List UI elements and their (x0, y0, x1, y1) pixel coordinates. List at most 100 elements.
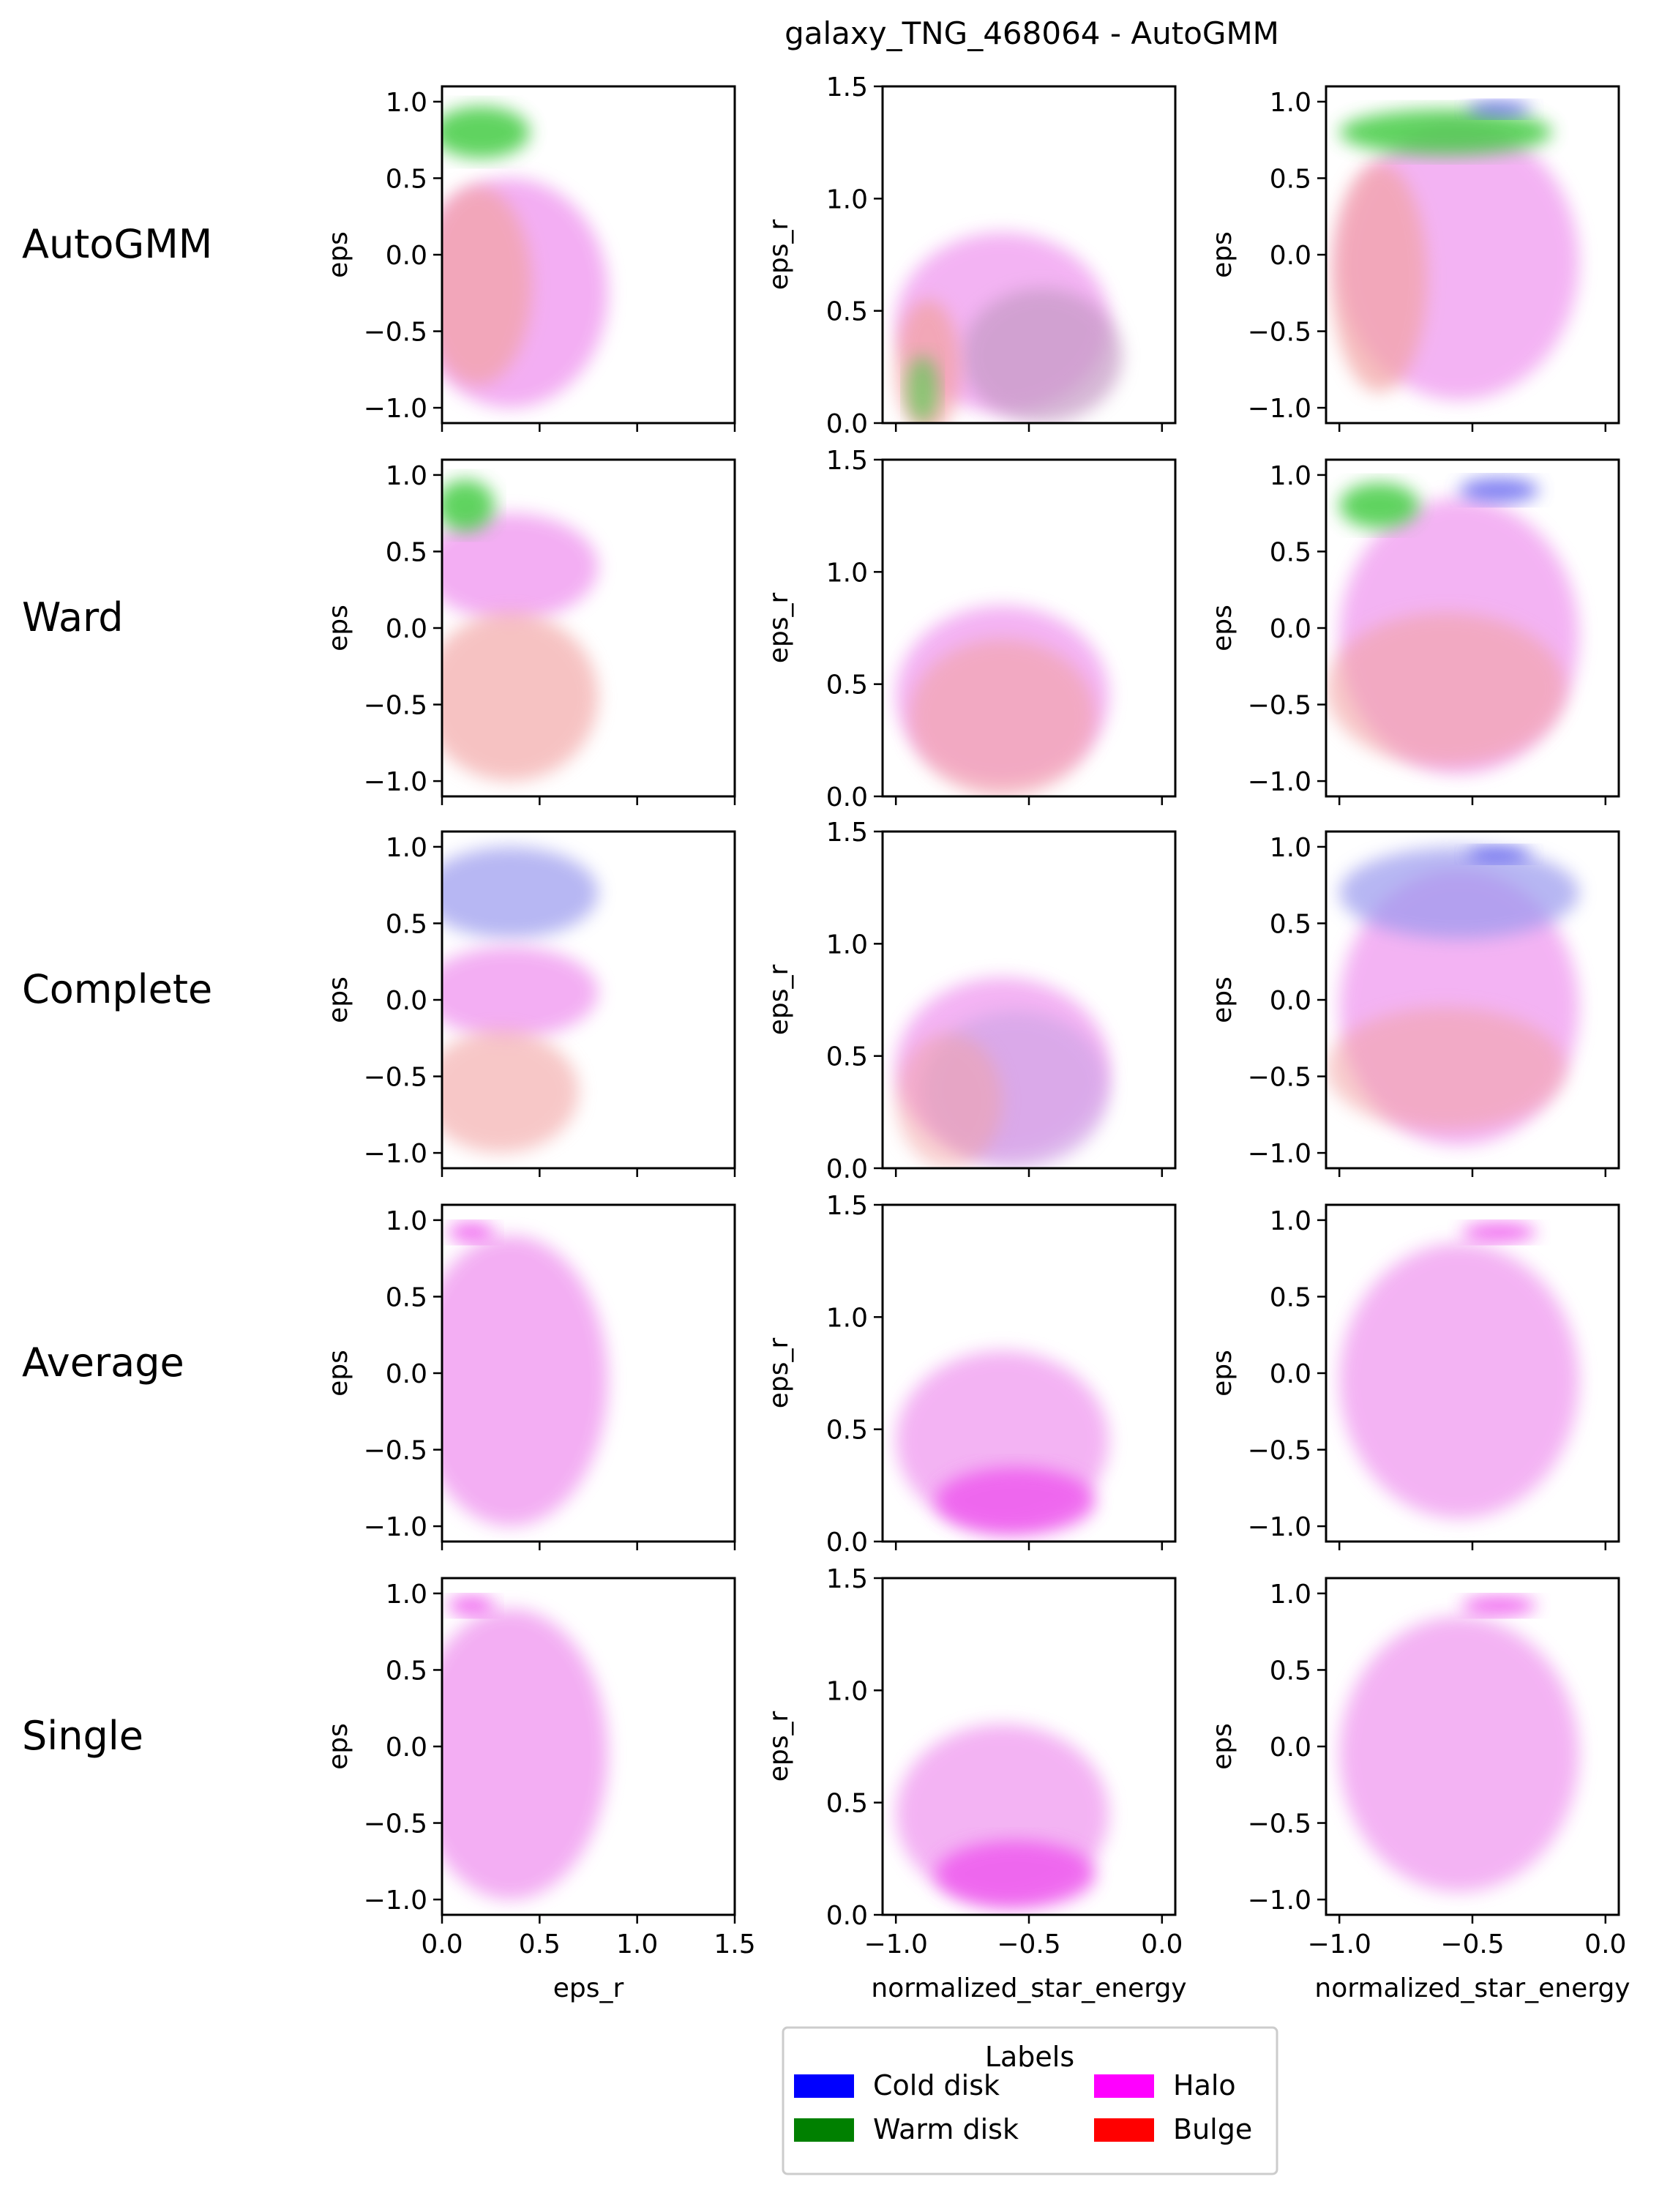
region-bulge (1326, 613, 1566, 766)
y-axis-label: eps_r (764, 220, 794, 291)
y-axis-label: eps_r (764, 1338, 794, 1409)
legend-label-cold-disk: Cold disk (873, 2069, 1000, 2101)
y-tick-label: 0.0 (826, 1901, 868, 1931)
x-tick-label: 0.5 (519, 1929, 561, 1959)
region-halo-core (1461, 1596, 1537, 1615)
y-axis-label: eps (323, 1723, 353, 1770)
y-tick-label: −0.5 (1248, 1063, 1311, 1093)
y-tick-label: −0.5 (1248, 1436, 1311, 1466)
y-tick-label: 0.5 (826, 297, 868, 327)
y-tick-label: 0.5 (386, 909, 427, 939)
y-tick-label: 0.5 (386, 1282, 427, 1312)
legend: Labels Cold disk Warm disk Halo Bulge (782, 2026, 1278, 2175)
y-tick-label: −0.5 (364, 1436, 427, 1466)
legend-entries: Cold disk Warm disk Halo Bulge (794, 2069, 1252, 2145)
y-tick-label: 1.0 (386, 88, 427, 118)
region-halo-core (448, 1596, 495, 1615)
y-axis-label: eps (1207, 976, 1237, 1023)
y-tick-label: −1.0 (1248, 1886, 1311, 1916)
y-tick-label: 0.5 (1270, 1656, 1311, 1686)
y-tick-label: 0.5 (386, 1656, 427, 1686)
density-layer (1326, 478, 1579, 774)
legend-swatch-warm-disk (794, 2118, 854, 2142)
region-warm-disk (442, 106, 530, 159)
y-tick-label: 0.0 (826, 1528, 868, 1558)
panel-r3-c2: 0.0 0.5 1.0 1.5 eps_r (764, 818, 1177, 1184)
region-halo (442, 1608, 608, 1900)
legend-swatch-bulge (1094, 2118, 1154, 2142)
y-tick-label: 1.0 (826, 1303, 868, 1333)
y-tick-label: 1.0 (1270, 461, 1311, 491)
y-tick-label: 1.0 (826, 930, 868, 960)
y-tick-label: 1.0 (1270, 88, 1311, 118)
y-axis-label: eps (1207, 1723, 1237, 1770)
y-tick-label: −1.0 (364, 394, 427, 424)
region-warm-disk (1339, 109, 1553, 156)
panel-r5-c3: −1.0 −0.5 0.0 0.5 1.0 −1.0 −0.5 0.0 eps normalize… (1207, 1577, 1630, 2003)
region-warm-disk (1339, 482, 1420, 529)
y-tick-label: 0.0 (386, 1359, 427, 1389)
row-label-autogmm: AutoGMM (22, 221, 212, 267)
y-tick-label: −1.0 (364, 767, 427, 797)
y-tick-label: −0.5 (364, 1809, 427, 1839)
density-layer (896, 232, 1123, 423)
density-layer (442, 479, 599, 782)
x-tick-label: 0.0 (1584, 1929, 1626, 1959)
y-tick-label: −1.0 (1248, 1139, 1311, 1169)
legend-label-halo: Halo (1173, 2069, 1236, 2101)
panels: −1.0 −0.5 0.0 0.5 1.0 eps −1.0 −0.5 0.0 0.5 1.0 eps… (323, 72, 1630, 2003)
x-tick-label: 1.5 (714, 1929, 755, 1959)
row-labels: AutoGMM Ward Complete Average Single (22, 221, 212, 1759)
y-tick-label: 1.0 (1270, 833, 1311, 863)
panel-r2-c2: 0.0 0.5 1.0 1.5 eps_r (764, 446, 1177, 812)
region-halo-core (935, 1467, 1096, 1535)
density-layer (442, 846, 599, 1154)
region-bulge (1326, 1007, 1566, 1130)
y-axis-label: eps_r (764, 965, 794, 1036)
region-halo (1339, 1243, 1579, 1519)
y-tick-label: 0.0 (386, 614, 427, 644)
y-tick-label: −0.5 (1248, 691, 1311, 721)
region-halo (1339, 1616, 1579, 1892)
y-tick-label: −1.0 (364, 1512, 427, 1542)
legend-title: Labels (985, 2041, 1074, 2073)
density-layer (1339, 1596, 1579, 1892)
y-tick-label: 0.5 (1270, 537, 1311, 567)
region-warm-disk (906, 356, 939, 423)
y-tick-label: 1.0 (1270, 1580, 1311, 1610)
density-layer (1331, 101, 1579, 400)
panel-r4-c2: 0.0 0.5 1.0 1.5 eps_r (764, 1191, 1177, 1558)
y-tick-label: 1.5 (826, 1191, 868, 1221)
y-axis-label: eps_r (764, 1711, 794, 1782)
y-tick-label: 0.5 (826, 1789, 868, 1819)
panel-r2-c3: −1.0 −0.5 0.0 0.5 1.0 eps (1207, 458, 1620, 805)
y-tick-label: 0.0 (1270, 1733, 1311, 1763)
region-bulge (1331, 162, 1428, 393)
x-tick-label: 0.0 (421, 1929, 463, 1959)
x-tick-label: −1.0 (1307, 1929, 1371, 1959)
region-halo-core (935, 1840, 1096, 1908)
x-tick-label: 1.0 (616, 1929, 658, 1959)
y-tick-label: 1.0 (826, 558, 868, 588)
row-label-ward: Ward (22, 594, 124, 640)
y-tick-label: 1.0 (386, 1580, 427, 1610)
y-tick-label: 1.5 (826, 72, 868, 102)
region-cold-core (1467, 846, 1531, 862)
y-tick-label: 1.0 (826, 1676, 868, 1706)
y-tick-label: 0.0 (826, 1154, 868, 1184)
y-axis-label: eps (323, 605, 353, 651)
y-axis-label: eps (1207, 1350, 1237, 1397)
row-label-single: Single (22, 1713, 143, 1759)
region-mixed (962, 288, 1123, 423)
y-tick-label: 1.0 (386, 1206, 427, 1236)
x-tick-label: −0.5 (997, 1929, 1060, 1959)
region-cold-disk (1459, 478, 1539, 503)
y-tick-label: −1.0 (1248, 1512, 1311, 1542)
panel-r3-c3: −1.0 −0.5 0.0 0.5 1.0 eps (1207, 830, 1620, 1177)
region-halo-core (448, 1223, 495, 1242)
region-warm-disk (442, 479, 495, 532)
y-tick-label: 1.0 (386, 461, 427, 491)
row-label-complete: Complete (22, 966, 212, 1012)
x-axis-label: normalized_star_energy (1314, 1973, 1630, 2003)
